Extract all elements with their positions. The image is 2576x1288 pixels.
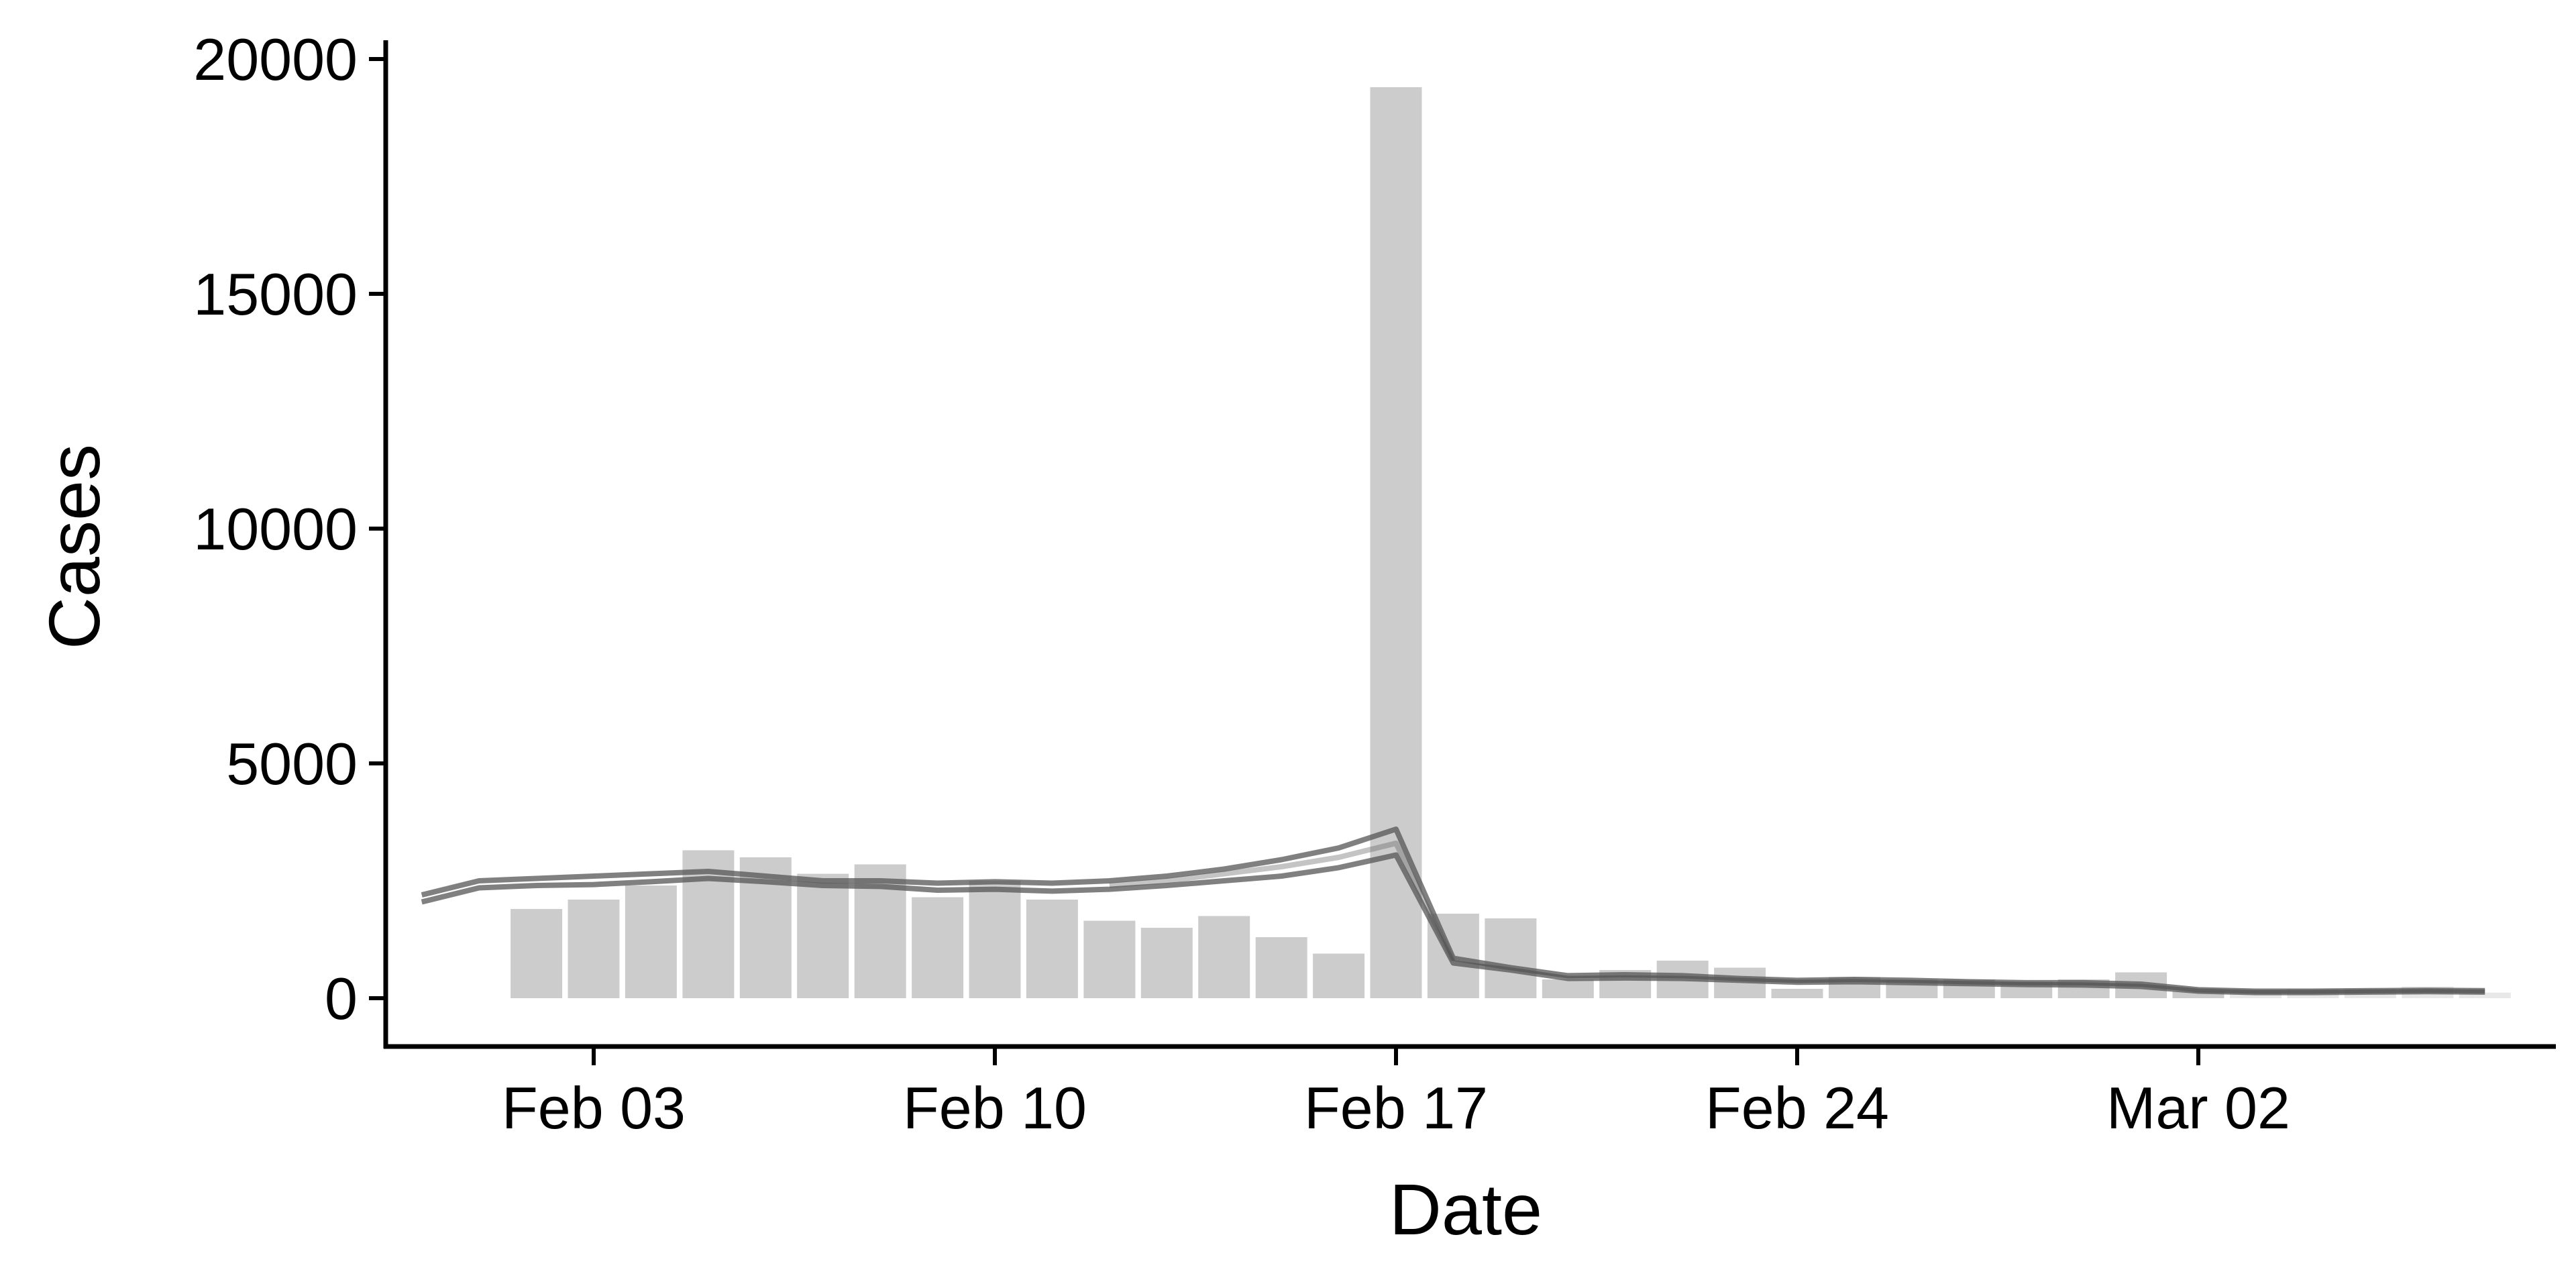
y-tick-label: 20000 bbox=[193, 26, 358, 93]
y-axis-title: Cases bbox=[34, 444, 115, 649]
bar bbox=[969, 881, 1021, 998]
bar bbox=[1083, 921, 1135, 999]
x-axis-ticks: Feb 03 Feb 10 Feb 17 Feb 24 Mar 02 bbox=[502, 1046, 2290, 1141]
y-tick-label: 15000 bbox=[193, 261, 358, 327]
y-tick-label: 10000 bbox=[193, 496, 358, 562]
x-tick-label: Feb 10 bbox=[903, 1075, 1087, 1141]
bar bbox=[912, 898, 963, 999]
bar bbox=[1313, 954, 1364, 999]
bar bbox=[1256, 937, 1307, 998]
bar bbox=[625, 885, 677, 998]
x-axis-title: Date bbox=[1389, 1169, 1542, 1250]
bar bbox=[511, 909, 562, 998]
bar bbox=[797, 874, 849, 999]
y-tick-label: 5000 bbox=[226, 731, 358, 797]
bar bbox=[1772, 989, 1823, 998]
x-tick-label: Feb 17 bbox=[1304, 1075, 1488, 1141]
y-tick-label: 0 bbox=[325, 965, 358, 1032]
x-tick-label: Feb 03 bbox=[502, 1075, 686, 1141]
bar bbox=[1026, 900, 1078, 998]
bar bbox=[1198, 916, 1250, 999]
bar bbox=[568, 900, 620, 998]
bars-layer bbox=[511, 87, 2511, 998]
x-tick-label: Feb 24 bbox=[1705, 1075, 1889, 1141]
y-axis-ticks: 0 5000 10000 15000 20000 bbox=[193, 26, 386, 1032]
bar bbox=[1485, 918, 1536, 998]
bar bbox=[1141, 928, 1193, 998]
x-tick-label: Mar 02 bbox=[2106, 1075, 2290, 1141]
bar bbox=[1542, 979, 1594, 998]
